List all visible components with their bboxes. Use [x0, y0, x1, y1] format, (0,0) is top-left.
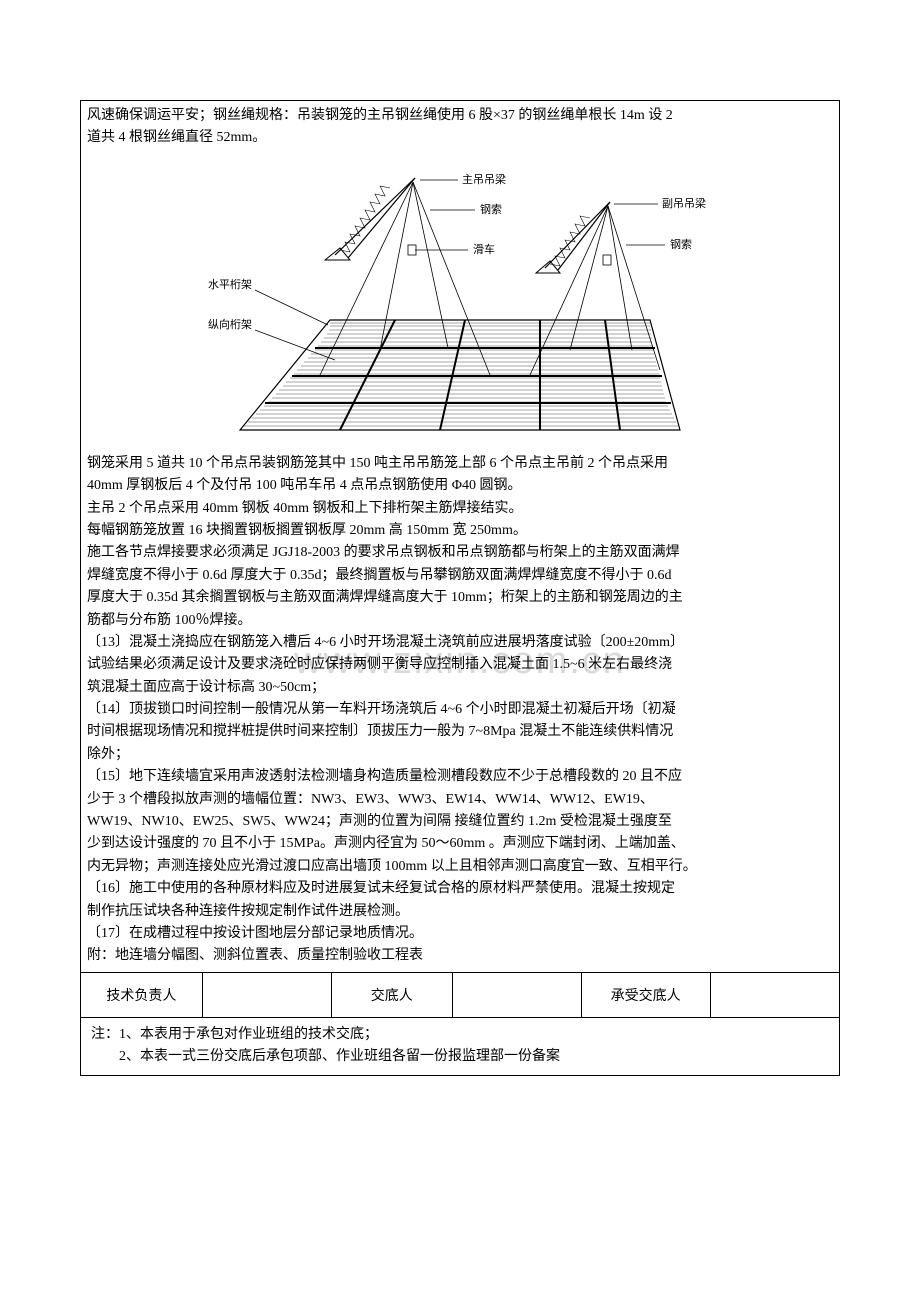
body-p15: 〔15〕地下连续墙宜采用声波透射法检测墙身构造质量检测槽段数应不少于总槽段数的 … — [87, 766, 833, 788]
cage-grid — [240, 320, 680, 430]
tech-lead-label: 技术负责人 — [81, 972, 202, 1017]
receiver-label: 承受交底人 — [581, 972, 710, 1017]
body-p2: 40mm 厚钢板后 4 个及付吊 100 吨吊车吊 4 点吊点钢筋使用 Φ40 … — [87, 475, 833, 497]
signature-table: 技术负责人 交底人 承受交底人 注：1、本表用于承包对作业班组的技术交底； 2、… — [81, 972, 839, 1075]
body-p17: WW19、NW10、EW25、SW5、WW24；声测的位置为间隔 接缝位置约 1… — [87, 811, 833, 833]
body-p20: 〔16〕施工中使用的各种原材料应及时进展复试未经复试合格的原材料严禁使用。混凝土… — [87, 878, 833, 900]
document-body: 风速确保调运平安；钢丝绳规格：吊装钢笼的主吊钢丝绳使用 6 股×37 的钢丝绳单… — [81, 101, 839, 972]
body-p16: 少于 3 个槽段拟放声测的墙幅位置：NW3、EW3、WW3、EW14、WW14、… — [87, 789, 833, 811]
label-aux-beam: 副吊吊梁 — [662, 196, 706, 210]
diagram-labels: 主吊吊梁 钢索 副吊吊梁 滑车 钢索 水平桁架 纵向桁架 — [208, 172, 706, 360]
label-main-beam: 主吊吊梁 — [462, 172, 506, 186]
tech-lead-value — [202, 972, 331, 1017]
label-pulley: 滑车 — [473, 242, 495, 256]
disclosure-by-value — [452, 972, 581, 1017]
notes-cell: 注：1、本表用于承包对作业班组的技术交底； 2、本表一式三份交底后承包项部、作业… — [81, 1017, 839, 1074]
notes-row: 注：1、本表用于承包对作业班组的技术交底； 2、本表一式三份交底后承包项部、作业… — [81, 1017, 839, 1074]
label-cable-1: 钢索 — [480, 202, 502, 216]
document-frame: 风速确保调运平安；钢丝绳规格：吊装钢笼的主吊钢丝绳使用 6 股×37 的钢丝绳单… — [80, 100, 840, 1076]
body-p9: 〔13〕混凝土浇捣应在钢筋笼入槽后 4~6 小时开场混凝土浇筑前应进展坍落度试验… — [87, 632, 833, 654]
body-p11: 筑混凝土面应高于设计标高 30~50cm； — [87, 677, 833, 699]
body-p1: 钢笼采用 5 道共 10 个吊点吊装钢筋笼其中 150 吨主吊吊筋笼上部 6 个… — [87, 453, 833, 475]
body-p6: 焊缝宽度不得小于 0.6d 厚度大于 0.35d；最终搁置板与吊攀钢筋双面满焊焊… — [87, 565, 833, 587]
body-p3: 主吊 2 个吊点采用 40mm 钢板 40mm 钢板和上下排桁架主筋焊接结实。 — [87, 498, 833, 520]
label-h-truss: 水平桁架 — [208, 277, 252, 291]
body-p21: 制作抗压试块各种连接件按规定制作试件进展检测。 — [87, 901, 833, 923]
crane-svg: 主吊吊梁 钢索 副吊吊梁 滑车 钢索 水平桁架 纵向桁架 — [180, 160, 740, 440]
disclosure-by-label: 交底人 — [331, 972, 452, 1017]
intro-line-1: 风速确保调运平安；钢丝绳规格：吊装钢笼的主吊钢丝绳使用 6 股×37 的钢丝绳单… — [87, 105, 833, 127]
main-crane — [320, 178, 490, 375]
label-v-truss: 纵向桁架 — [208, 317, 252, 331]
receiver-value — [710, 972, 839, 1017]
body-p5: 施工各节点焊接要求必须满足 JGJ18-2003 的要求吊点钢板和吊点钢筋都与桁… — [87, 542, 833, 564]
body-p22: 〔17〕在成槽过程中按设计图地层分部记录地质情况。 — [87, 923, 833, 945]
signature-row: 技术负责人 交底人 承受交底人 — [81, 972, 839, 1017]
body-p18: 少到达设计强度的 70 且不小于 15MPa。声测内径宜为 50～60mm 。声… — [87, 833, 833, 855]
body-p10: 试验结果必须满足设计及要求浇砼时应保持两侧平衡导应控制插入混凝土面 1.5~6 … — [87, 654, 833, 676]
body-p12: 〔14〕顶拔锁口时间控制一般情况从第一车料开场浇筑后 4~6 个小时即混凝土初凝… — [87, 699, 833, 721]
body-p8: 筋都与分布筋 100％焊接。 — [87, 610, 833, 632]
body-p7: 厚度大于 0.35d 其余搁置钢板与主筋双面满焊焊缝高度大于 10mm；桁架上的… — [87, 587, 833, 609]
body-p14: 除外； — [87, 744, 833, 766]
body-p19: 内无异物；声测连接处应光滑过渡口应高出墙顶 100mm 以上且相邻声测口高度宜一… — [87, 856, 833, 878]
intro-line-2: 道共 4 根钢丝绳直径 52mm。 — [87, 127, 833, 149]
note-1: 注：1、本表用于承包对作业班组的技术交底； — [91, 1024, 829, 1046]
crane-diagram: 主吊吊梁 钢索 副吊吊梁 滑车 钢索 水平桁架 纵向桁架 — [87, 150, 833, 453]
body-p23: 附：地连墙分幅图、测斜位置表、质量控制验收工程表 — [87, 945, 833, 967]
note-2: 2、本表一式三份交底后承包项部、作业班组各留一份报监理部一份备案 — [91, 1046, 829, 1068]
label-cable-2: 钢索 — [670, 237, 692, 251]
body-p13: 时间根据现场情况和搅拌桩提供时间来控制〕顶拔压力一般为 7~8Mpa 混凝土不能… — [87, 721, 833, 743]
aux-crane — [530, 202, 660, 375]
body-p4: 每幅钢筋笼放置 16 块搁置钢板搁置钢板厚 20mm 高 150mm 宽 250… — [87, 520, 833, 542]
